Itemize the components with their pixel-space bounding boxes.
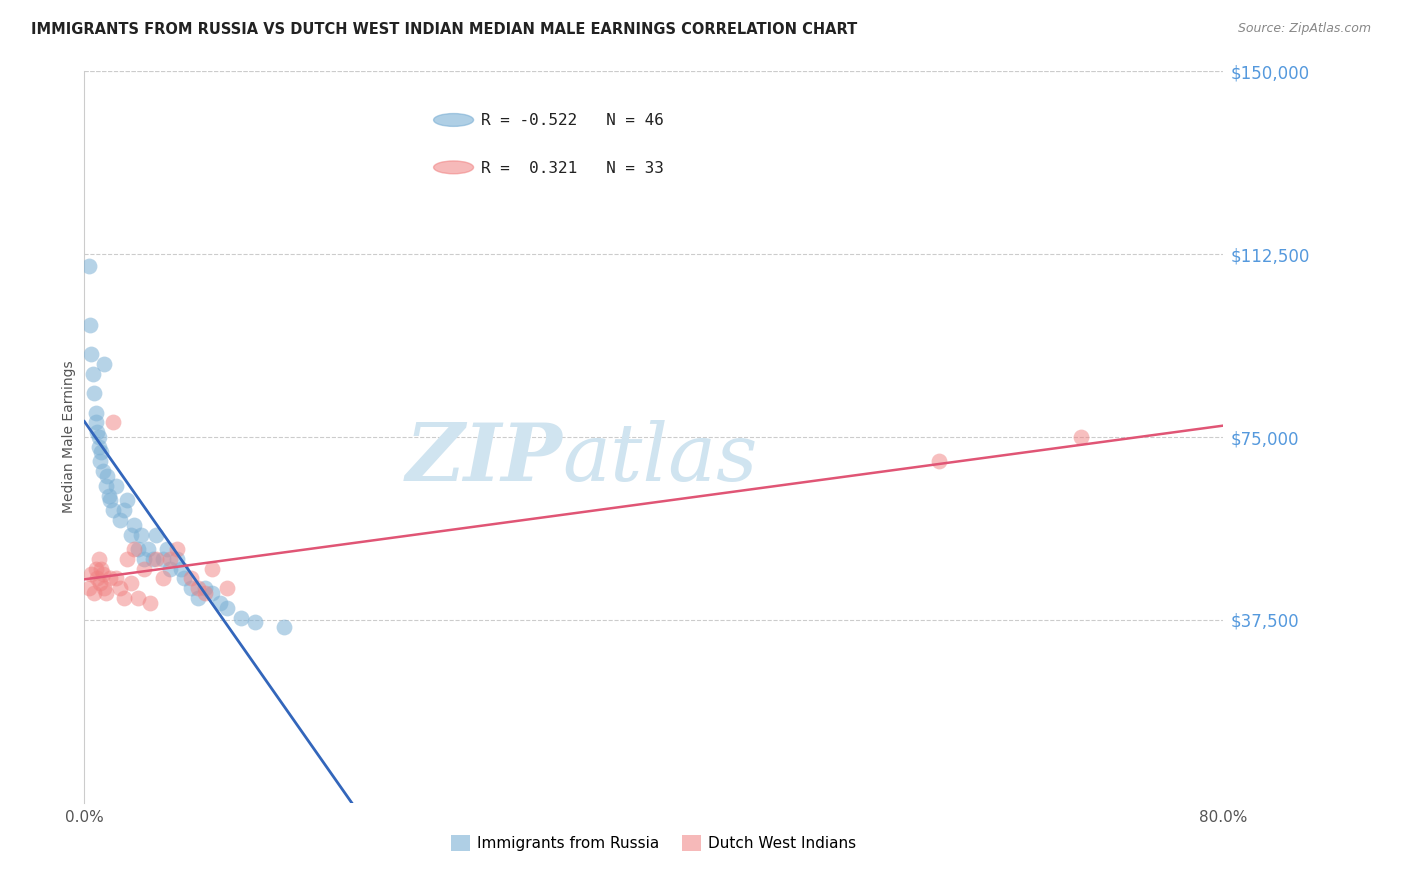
Point: [166, 552, 188, 566]
Point: [86, 572, 108, 586]
Point: [94, 479, 117, 493]
Point: [89, 454, 111, 468]
Point: [170, 562, 193, 576]
Point: [187, 581, 209, 595]
Point: [166, 542, 188, 557]
Point: [104, 479, 127, 493]
Point: [91, 566, 114, 581]
Point: [187, 591, 209, 605]
Text: atlas: atlas: [562, 420, 758, 498]
Point: [928, 454, 950, 468]
Point: [122, 542, 145, 557]
Point: [108, 513, 131, 527]
Point: [87, 440, 110, 454]
Point: [84, 416, 107, 430]
Point: [115, 493, 138, 508]
Point: [138, 542, 160, 557]
Point: [159, 552, 181, 566]
Point: [82, 367, 104, 381]
Point: [84, 406, 107, 420]
Point: [93, 357, 115, 371]
Point: [134, 562, 156, 576]
Point: [215, 581, 238, 595]
Point: [104, 572, 127, 586]
Point: [127, 542, 149, 557]
Point: [98, 572, 121, 586]
Legend: Immigrants from Russia, Dutch West Indians: Immigrants from Russia, Dutch West India…: [446, 830, 862, 857]
Point: [142, 552, 165, 566]
Point: [108, 581, 131, 595]
Point: [122, 517, 145, 532]
Point: [87, 552, 110, 566]
Point: [134, 552, 156, 566]
Point: [91, 464, 114, 478]
Y-axis label: Median Male Earnings: Median Male Earnings: [62, 360, 76, 514]
Point: [101, 416, 124, 430]
Point: [180, 572, 202, 586]
Point: [229, 610, 252, 624]
Point: [89, 576, 111, 591]
Point: [145, 527, 167, 541]
Point: [98, 493, 121, 508]
Point: [120, 576, 142, 591]
Point: [94, 586, 117, 600]
Point: [201, 586, 224, 600]
Point: [152, 552, 174, 566]
Point: [201, 562, 224, 576]
Point: [194, 586, 217, 600]
Point: [87, 430, 110, 444]
Point: [208, 596, 231, 610]
Point: [215, 600, 238, 615]
Text: IMMIGRANTS FROM RUSSIA VS DUTCH WEST INDIAN MEDIAN MALE EARNINGS CORRELATION CHA: IMMIGRANTS FROM RUSSIA VS DUTCH WEST IND…: [31, 22, 858, 37]
Point: [159, 562, 181, 576]
Point: [156, 542, 179, 557]
Point: [145, 552, 167, 566]
Point: [112, 591, 135, 605]
Point: [120, 527, 142, 541]
Point: [1070, 430, 1092, 444]
Point: [127, 591, 149, 605]
Point: [115, 552, 138, 566]
Point: [97, 489, 120, 503]
Point: [90, 562, 112, 576]
Point: [77, 581, 100, 595]
Point: [80, 566, 103, 581]
Point: [112, 503, 135, 517]
Point: [90, 444, 112, 458]
Point: [86, 425, 108, 440]
Text: ZIP: ZIP: [406, 420, 562, 498]
Point: [83, 386, 105, 401]
Point: [273, 620, 295, 634]
Point: [131, 527, 153, 541]
Point: [152, 572, 174, 586]
Point: [139, 596, 162, 610]
Point: [83, 586, 105, 600]
Point: [194, 581, 217, 595]
Point: [80, 347, 103, 361]
Point: [79, 318, 101, 332]
Point: [245, 615, 267, 630]
Point: [96, 469, 118, 483]
Text: Source: ZipAtlas.com: Source: ZipAtlas.com: [1237, 22, 1371, 36]
Point: [180, 581, 202, 595]
Point: [84, 562, 107, 576]
Point: [101, 503, 124, 517]
Point: [77, 260, 100, 274]
Point: [93, 581, 115, 595]
Point: [173, 572, 195, 586]
